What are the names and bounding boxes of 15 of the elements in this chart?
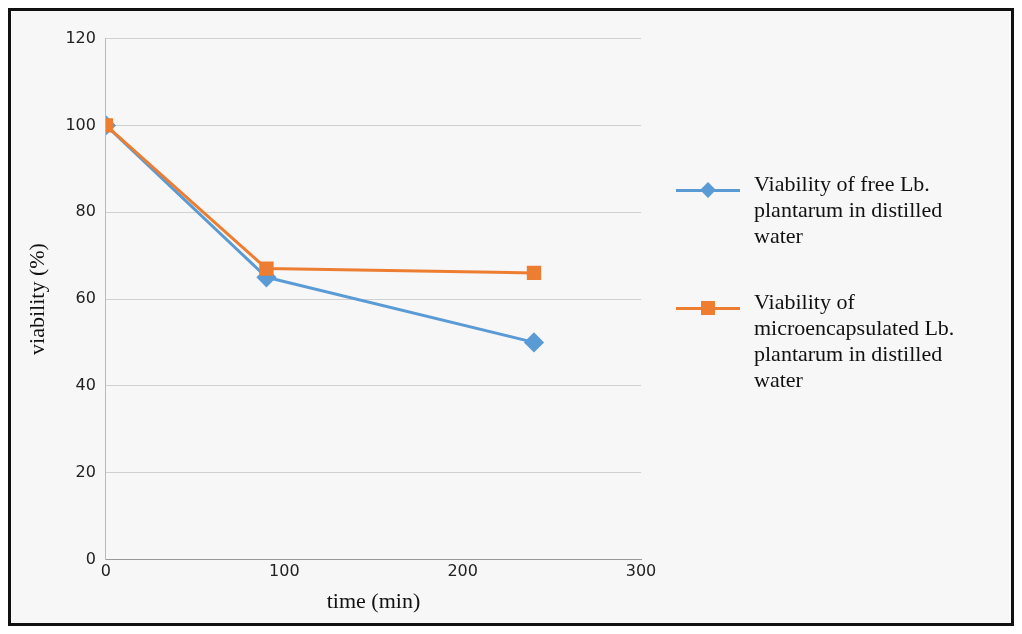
y-tick-label: 20 [75,461,96,481]
x-tick-label: 0 [100,561,112,581]
y-tick-label: 40 [75,374,96,394]
x-tick-label: 300 [625,561,657,581]
legend-label: Viability of free Lb. plantarum in distilled water [754,171,944,249]
x-tick-label: 100 [269,561,300,581]
y-tick-label: 80 [75,201,96,221]
y-tick-label: 120 [65,27,96,47]
y-tick-label: 100 [65,114,96,134]
x-axis-title: time (min) [326,587,421,613]
y-axis-title: viability (%) [23,243,49,355]
legend-label: Viability of microencapsulated Lb. plantarum in distilled water [754,289,956,393]
y-tick-label: 60 [75,288,96,308]
x-tick-label: 200 [447,561,478,581]
y-tick-label: 0 [85,548,96,568]
